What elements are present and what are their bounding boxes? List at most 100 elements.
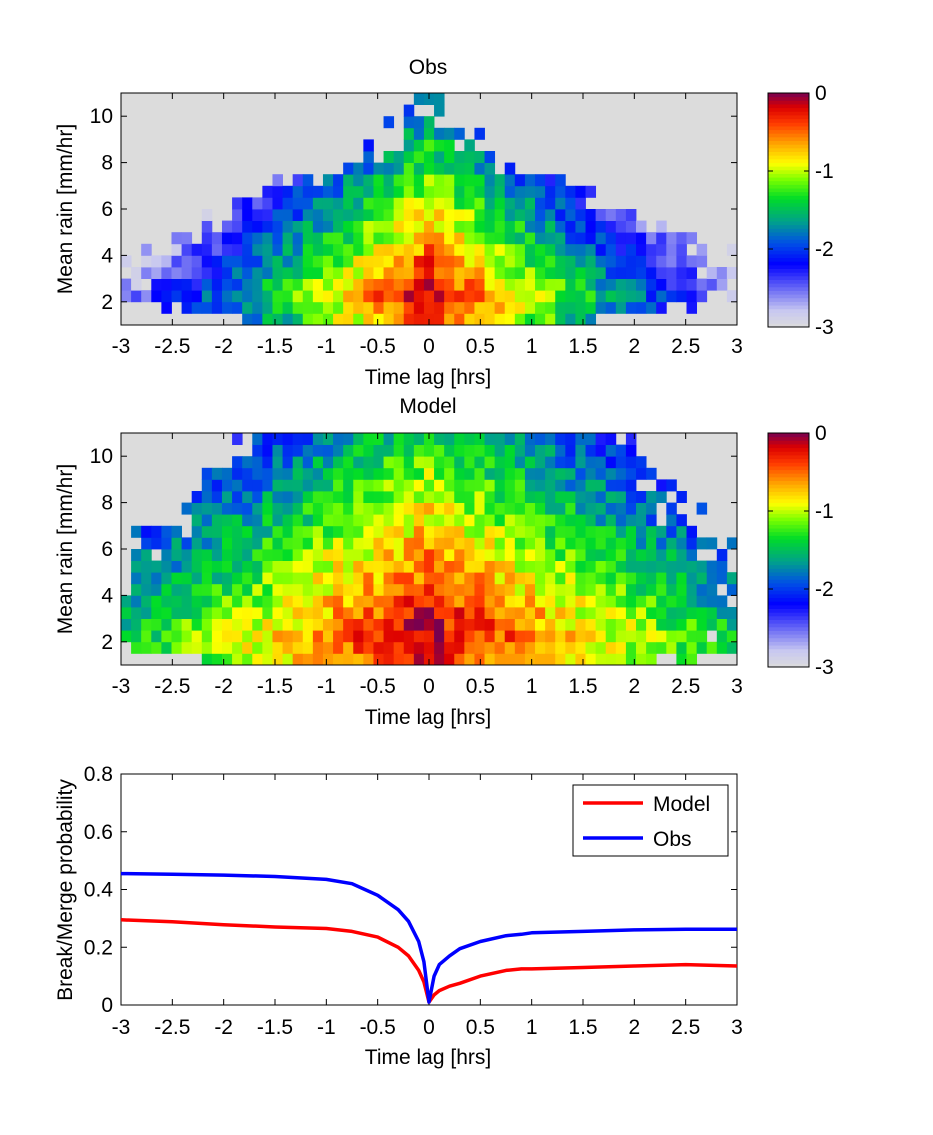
heatmap-cell [514, 433, 526, 445]
x-tick-label: 1.5 [568, 1016, 597, 1039]
heatmap-cell [232, 290, 243, 303]
heatmap-cell [262, 290, 273, 303]
heatmap-cell [434, 653, 445, 666]
heatmap-cell [201, 209, 213, 221]
heatmap-cell [302, 572, 314, 585]
heatmap-cell [393, 537, 405, 550]
line-panel: -3 -2.5 -2 -1.5 -1 -0.5 0 0.5 1 1.5 2 2.5 3 00.20.40… [54, 763, 743, 1069]
heatmap-cell [545, 232, 556, 245]
line-x-ticks: -3 -2.5 -2 -1.5 -1 -0.5 0 0.5 1 1.5 2 2.5 3 [112, 774, 743, 1039]
colorbar-step [768, 125, 809, 131]
heatmap-cell [272, 549, 283, 561]
heatmap-cell [131, 267, 142, 279]
heatmap-cell [252, 525, 263, 538]
heatmap-cell [686, 232, 698, 245]
heatmap-cell [393, 630, 405, 643]
heatmap-cell [181, 595, 193, 608]
heatmap-cell [555, 583, 566, 596]
heatmap-cell [393, 444, 405, 457]
heatmap-cell [333, 456, 344, 469]
heatmap-cell [292, 313, 304, 326]
heatmap-cell [242, 290, 253, 303]
heatmap-cell [464, 151, 475, 163]
heatmap-cell [565, 641, 576, 654]
heatmap-cell [656, 220, 667, 233]
heatmap-cell [444, 491, 455, 503]
heatmap-cell [565, 444, 576, 457]
heatmap-cell [615, 595, 627, 608]
heatmap-cell [242, 479, 253, 492]
heatmap-cell [221, 502, 233, 515]
colorbar-step [768, 140, 809, 145]
heatmap-cell [252, 491, 263, 503]
heatmap-cell [343, 630, 354, 643]
heatmap-cell [646, 607, 657, 619]
heatmap-cell [272, 243, 283, 256]
heatmap-cell [565, 301, 576, 314]
heatmap-cell [696, 607, 708, 619]
heatmap-cell [151, 595, 162, 608]
heatmap-cell [514, 174, 526, 187]
heatmap-cell [454, 537, 465, 550]
heatmap-cell [666, 232, 677, 245]
heatmap-cell [423, 595, 435, 608]
heatmap-cell [211, 243, 223, 256]
heatmap-cell [221, 255, 233, 268]
heatmap-cell [333, 197, 344, 210]
heatmap-cell [181, 607, 193, 619]
heatmap-cell [565, 595, 576, 608]
heatmap-cell [716, 618, 728, 631]
heatmap-cell [514, 444, 526, 457]
heatmap-cell [625, 618, 637, 631]
heatmap-cell [676, 514, 687, 527]
heatmap-cell [171, 290, 182, 303]
heatmap-cell [383, 278, 395, 291]
heatmap-cell [211, 278, 223, 291]
heatmap-cell [636, 525, 647, 538]
heatmap-cell [363, 267, 374, 279]
heatmap-cell [343, 456, 354, 469]
heatmap-cell [535, 572, 546, 585]
heatmap-cell [444, 537, 455, 550]
heatmap-cell [272, 641, 283, 654]
heatmap-cell [454, 185, 465, 198]
heatmap-cell [312, 537, 324, 550]
heatmap-cell [252, 583, 263, 596]
heatmap-cell [282, 502, 294, 515]
x-tick-label: -1.5 [257, 1016, 293, 1039]
heatmap-cell [666, 514, 677, 527]
heatmap-cell [555, 267, 566, 279]
heatmap-cell [595, 572, 607, 585]
heatmap-cell [272, 583, 283, 596]
heatmap-cell [555, 197, 566, 210]
heatmap-cell [383, 560, 395, 573]
colorbar-step [768, 480, 809, 485]
heatmap-cell [524, 243, 536, 256]
heatmap-cell [312, 433, 324, 445]
heatmap-cell [292, 209, 304, 221]
heatmap-cell [262, 444, 273, 457]
heatmap-cell [423, 514, 435, 527]
heatmap-cell [353, 185, 364, 198]
heatmap-cell [161, 537, 172, 550]
heatmap-cell [494, 583, 506, 596]
heatmap-cell [252, 313, 263, 326]
heatmap-cell [646, 537, 657, 550]
heatmap-cell [494, 549, 506, 561]
heatmap-cell [282, 607, 294, 619]
heatmap-cell [575, 185, 586, 198]
heatmap-cell [232, 479, 243, 492]
heatmap-cell [585, 607, 597, 619]
colorbar-step [768, 290, 809, 295]
heatmap-cell [363, 502, 374, 515]
heatmap-cell [403, 433, 415, 445]
heatmap-cell [191, 572, 203, 585]
heatmap-cell [302, 583, 314, 596]
heatmap-cell [605, 444, 617, 457]
heatmap-cell [232, 560, 243, 573]
heatmap-cell [312, 267, 324, 279]
colorbar-step [768, 440, 809, 445]
heatmap-cell [322, 433, 334, 445]
heatmap-cell [333, 267, 344, 279]
